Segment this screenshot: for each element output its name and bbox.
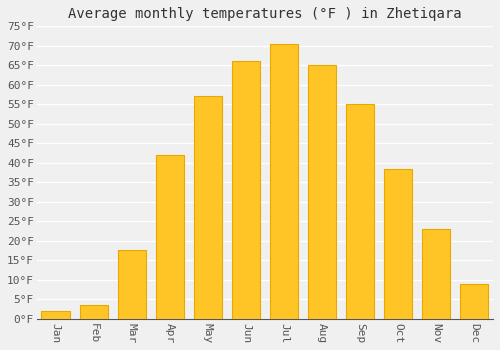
Bar [118,250,146,318]
Bar [270,44,298,318]
Bar [232,61,260,319]
Bar [346,104,374,319]
Bar [80,305,108,319]
Bar [308,65,336,318]
Bar [156,155,184,318]
Bar [194,97,222,318]
Bar [42,311,70,318]
Bar [460,284,488,318]
Title: Average monthly temperatures (°F ) in Zhetiqara: Average monthly temperatures (°F ) in Zh… [68,7,462,21]
Bar [422,229,450,318]
Bar [384,169,412,318]
